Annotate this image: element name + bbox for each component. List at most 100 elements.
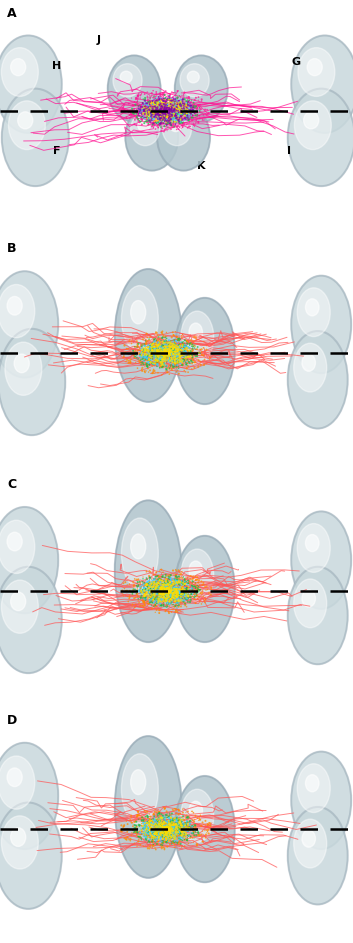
Point — [158, 345, 163, 360]
Point — [174, 595, 180, 610]
Point — [163, 584, 169, 599]
Point — [165, 104, 171, 119]
Point — [144, 821, 150, 836]
Point — [154, 350, 160, 365]
Point — [172, 574, 177, 589]
Point — [161, 109, 167, 124]
Point — [165, 116, 171, 131]
Point — [173, 113, 178, 128]
Point — [163, 103, 169, 118]
Point — [164, 108, 169, 123]
Point — [175, 353, 181, 368]
Point — [146, 569, 152, 584]
Point — [156, 583, 162, 598]
Point — [160, 105, 165, 120]
Point — [164, 339, 170, 355]
Point — [168, 822, 173, 837]
Point — [162, 823, 168, 838]
Point — [166, 815, 171, 830]
Point — [165, 348, 171, 363]
Point — [167, 345, 172, 360]
Point — [147, 589, 153, 604]
Point — [164, 580, 170, 595]
Point — [162, 113, 167, 128]
Point — [167, 822, 173, 837]
Point — [159, 344, 165, 359]
Point — [155, 120, 161, 135]
Point — [162, 822, 167, 837]
Point — [171, 337, 176, 352]
Point — [174, 587, 179, 602]
Point — [166, 107, 171, 122]
Point — [148, 101, 153, 116]
Point — [153, 825, 159, 840]
Point — [155, 111, 161, 126]
Point — [158, 101, 163, 116]
Point — [157, 572, 162, 587]
Point — [166, 594, 172, 609]
Point — [150, 819, 156, 834]
Point — [163, 816, 169, 831]
Point — [166, 596, 172, 611]
Point — [197, 594, 203, 609]
Point — [152, 823, 157, 838]
Point — [181, 828, 187, 843]
Point — [178, 817, 184, 832]
Point — [170, 118, 176, 133]
Point — [147, 111, 153, 126]
Point — [169, 111, 175, 126]
Point — [177, 820, 183, 835]
Point — [175, 341, 180, 356]
Point — [168, 91, 174, 107]
Point — [156, 106, 162, 121]
Point — [158, 335, 163, 350]
Point — [145, 94, 151, 109]
Point — [168, 343, 174, 358]
Point — [146, 578, 152, 593]
Point — [154, 358, 160, 373]
Point — [136, 99, 142, 114]
Point — [158, 822, 163, 837]
Point — [179, 102, 185, 117]
Point — [171, 816, 176, 831]
Point — [163, 583, 169, 598]
Point — [176, 351, 182, 366]
Point — [148, 817, 153, 832]
Point — [162, 352, 168, 367]
Point — [159, 115, 164, 130]
Point — [142, 93, 148, 108]
Point — [163, 346, 168, 361]
Point — [152, 96, 158, 111]
Point — [153, 100, 159, 115]
Point — [146, 574, 152, 589]
Point — [182, 589, 187, 604]
Point — [159, 835, 165, 851]
Point — [161, 99, 167, 114]
Point — [160, 819, 166, 835]
Point — [164, 346, 170, 361]
Point — [157, 103, 163, 118]
Point — [164, 820, 170, 835]
Point — [172, 585, 177, 600]
Point — [164, 344, 170, 359]
Point — [151, 100, 157, 115]
Point — [162, 352, 168, 367]
Point — [151, 830, 157, 845]
Point — [146, 600, 152, 615]
Point — [172, 96, 178, 111]
Point — [155, 823, 160, 838]
Point — [163, 102, 169, 117]
Point — [163, 104, 168, 119]
Point — [159, 111, 165, 126]
Point — [166, 100, 172, 115]
Point — [164, 104, 169, 119]
Point — [163, 821, 169, 836]
Point — [151, 107, 157, 122]
Point — [146, 117, 151, 132]
Point — [180, 828, 185, 843]
Point — [164, 820, 170, 835]
Point — [142, 103, 147, 118]
Point — [145, 105, 150, 120]
Point — [158, 583, 164, 598]
Point — [163, 348, 169, 363]
